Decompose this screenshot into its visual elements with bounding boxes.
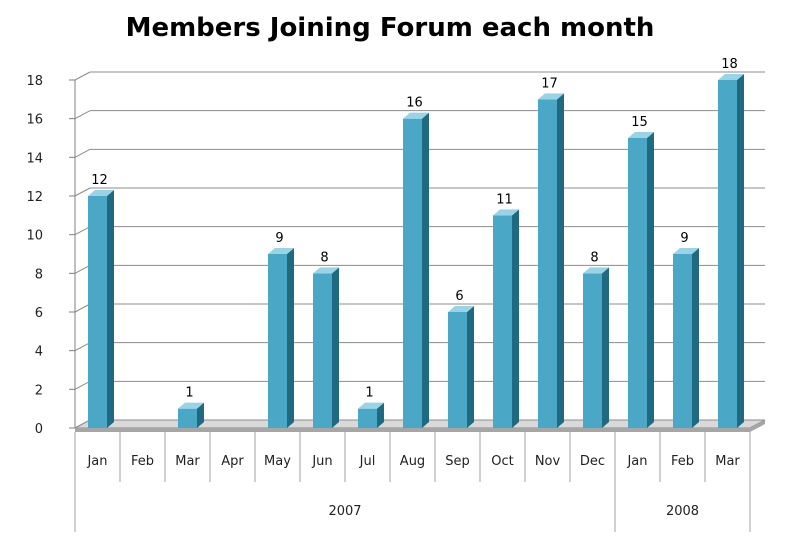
- category-label: Apr: [221, 454, 244, 469]
- bar: [88, 196, 107, 428]
- gridline-side: [74, 226, 91, 236]
- bar-top: [448, 306, 474, 312]
- category-label: Oct: [491, 454, 513, 469]
- bar-top: [313, 267, 339, 274]
- bar: [493, 215, 512, 428]
- bar-side: [602, 267, 609, 428]
- category-label: Jan: [86, 454, 107, 469]
- category-label: Dec: [580, 454, 605, 469]
- bar-top: [718, 74, 744, 80]
- bar-side: [647, 132, 654, 428]
- bar-top: [673, 248, 699, 254]
- bar: [178, 408, 197, 428]
- category-label: Jun: [311, 454, 332, 469]
- y-tick-label: 6: [35, 306, 43, 321]
- bars: [88, 74, 744, 429]
- y-tick-label: 14: [26, 151, 43, 166]
- bar-side: [692, 248, 699, 428]
- bar-top: [88, 190, 114, 196]
- bar-side: [107, 190, 114, 428]
- y-tick-label: 0: [35, 422, 43, 437]
- category-label: Feb: [671, 454, 694, 469]
- bar: [718, 80, 737, 428]
- data-label: 9: [680, 231, 688, 246]
- bar-side: [377, 402, 384, 428]
- data-label: 8: [590, 250, 598, 265]
- bar: [448, 312, 467, 428]
- category-label: Nov: [535, 454, 561, 469]
- category-label: Jan: [626, 454, 647, 469]
- gridline-side: [74, 264, 91, 274]
- category-label: May: [264, 454, 291, 469]
- bar-side: [467, 306, 474, 428]
- y-tick-label: 10: [26, 229, 43, 244]
- chart-title: Members Joining Forum each month: [126, 13, 655, 43]
- y-tick-label: 12: [26, 190, 43, 205]
- bar-top: [493, 209, 519, 216]
- bar: [673, 254, 692, 428]
- gridline-side: [74, 187, 91, 197]
- bar-side: [557, 93, 564, 428]
- y-tick-label: 2: [35, 383, 43, 398]
- group-label: 2007: [328, 504, 361, 519]
- data-label: 11: [496, 192, 513, 207]
- gridline-side: [74, 303, 91, 313]
- y-tick-label: 4: [35, 345, 43, 360]
- gridline-side: [74, 110, 91, 120]
- gridline-side: [74, 71, 91, 81]
- data-label: 15: [631, 115, 648, 130]
- bar-side: [512, 209, 519, 428]
- data-label: 16: [406, 96, 423, 111]
- group-label: 2008: [666, 504, 699, 519]
- y-tick-label: 18: [26, 74, 43, 89]
- bar: [583, 273, 602, 428]
- bar-top: [268, 248, 294, 254]
- category-axis: Jan Feb Mar Apr May Jun Jul Aug Sep Oct Nov Dec Jan F…: [74, 432, 751, 532]
- data-label: 17: [541, 76, 558, 91]
- bar-top: [358, 402, 384, 409]
- bar-top: [628, 132, 654, 138]
- y-tick-label: 16: [26, 113, 43, 128]
- bar-side: [287, 248, 294, 428]
- category-label: Feb: [131, 454, 154, 469]
- data-labels: 12 1 9 8 1 16 6 11 17 8 15 9 18: [91, 57, 738, 401]
- bar-side: [332, 267, 339, 428]
- bar-side: [422, 112, 429, 429]
- bar-side: [737, 74, 744, 428]
- data-label: 1: [185, 386, 193, 401]
- bar: [538, 99, 557, 428]
- bar-top: [538, 93, 564, 100]
- data-label: 8: [320, 250, 328, 265]
- gridline-side: [74, 342, 91, 352]
- data-label: 18: [721, 57, 738, 72]
- category-label: Aug: [400, 454, 425, 469]
- bar-top: [178, 402, 204, 409]
- bar-top: [583, 267, 609, 274]
- bar: [628, 138, 647, 428]
- category-label: Mar: [715, 454, 740, 469]
- bar-side: [197, 402, 204, 428]
- gridline-side: [74, 148, 91, 158]
- bar-top: [403, 112, 429, 119]
- gridline-side: [74, 380, 91, 390]
- bar: [403, 118, 422, 429]
- category-label: Jul: [359, 454, 376, 469]
- data-label: 1: [365, 386, 373, 401]
- category-label: Sep: [445, 454, 470, 469]
- bar: [313, 273, 332, 428]
- data-label: 9: [275, 231, 283, 246]
- chart-floor-edge: [75, 420, 765, 432]
- bar: [358, 408, 377, 428]
- bar: [268, 254, 287, 428]
- data-label: 12: [91, 173, 108, 188]
- data-label: 6: [455, 289, 463, 304]
- y-tick-label: 8: [35, 267, 43, 282]
- category-label: Mar: [175, 454, 200, 469]
